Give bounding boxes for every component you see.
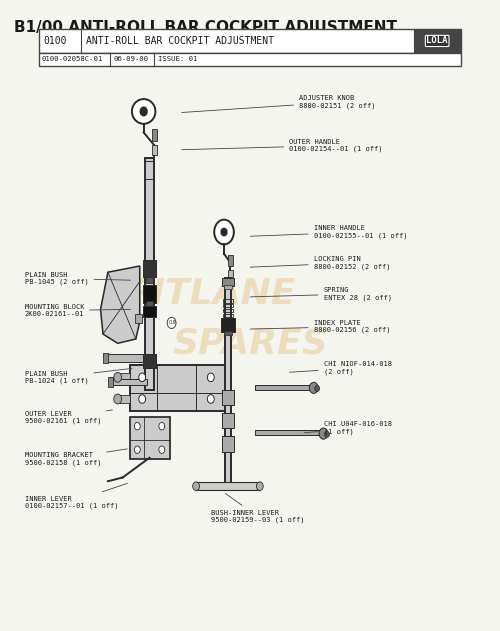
Bar [196, 483, 260, 490]
Bar [145, 158, 154, 390]
Text: INDEX PLATE
8800-02156 (2 off): INDEX PLATE 8800-02156 (2 off) [250, 320, 390, 333]
Text: B1/00 ANTI-ROLL BAR COCKPIT ADJUSTMENT: B1/00 ANTI-ROLL BAR COCKPIT ADJUSTMENT [14, 20, 397, 35]
Bar [228, 269, 233, 277]
Bar [222, 413, 234, 428]
Circle shape [134, 446, 140, 454]
Circle shape [319, 428, 328, 439]
Bar [152, 129, 158, 141]
Text: MOUNTING BLOCK
2K00-02161--01: MOUNTING BLOCK 2K00-02161--01 [24, 304, 130, 317]
Circle shape [159, 446, 164, 454]
Text: ISSUE: 01: ISSUE: 01 [158, 57, 198, 62]
Text: OUTER HANDLE
0100-02154--01 (1 off): OUTER HANDLE 0100-02154--01 (1 off) [182, 139, 382, 152]
Bar [223, 314, 233, 317]
Bar [108, 377, 113, 387]
Text: 0.9: 0.9 [169, 321, 176, 326]
Polygon shape [100, 266, 140, 343]
Bar [146, 301, 154, 306]
Circle shape [214, 220, 234, 244]
Text: SPARES: SPARES [172, 326, 328, 360]
Bar [228, 255, 233, 266]
Text: SPRING
ENTEX 28 (2 off): SPRING ENTEX 28 (2 off) [250, 287, 392, 300]
Text: MOUNTING BRACKET
9500-02158 (1 off): MOUNTING BRACKET 9500-02158 (1 off) [24, 449, 127, 466]
Bar [221, 318, 235, 331]
Circle shape [192, 482, 200, 490]
Bar [223, 304, 233, 307]
Bar [142, 260, 156, 277]
Circle shape [221, 228, 227, 236]
Text: OUTER LEVER
9500-02161 (1 off): OUTER LEVER 9500-02161 (1 off) [24, 410, 112, 424]
Text: BUSH-INNER LEVER
9500-02159--03 (1 off): BUSH-INNER LEVER 9500-02159--03 (1 off) [211, 493, 304, 523]
Circle shape [208, 394, 214, 403]
Text: ANTI-ROLL BAR COCKPIT ADJUSTMENT: ANTI-ROLL BAR COCKPIT ADJUSTMENT [86, 36, 274, 46]
Circle shape [140, 107, 147, 115]
Bar [142, 355, 156, 368]
Circle shape [314, 386, 320, 392]
Bar [106, 354, 147, 362]
Bar [143, 285, 156, 303]
Circle shape [256, 482, 263, 490]
Bar [110, 379, 147, 386]
Bar [222, 436, 234, 452]
Text: LOCKING PIN
8800-02152 (2 off): LOCKING PIN 8800-02152 (2 off) [250, 256, 390, 269]
Circle shape [310, 382, 318, 393]
Circle shape [208, 373, 214, 382]
Bar [414, 29, 461, 52]
Bar [224, 285, 232, 289]
Text: PITLANE: PITLANE [126, 277, 296, 311]
Bar [40, 29, 461, 52]
Bar [143, 305, 156, 317]
Bar [40, 52, 461, 66]
Bar [135, 314, 142, 323]
Bar [255, 385, 314, 391]
Circle shape [167, 317, 176, 329]
Text: INNER HANDLE
0100-02155--01 (1 off): INNER HANDLE 0100-02155--01 (1 off) [250, 225, 407, 239]
Bar [223, 300, 233, 302]
Bar [118, 373, 130, 382]
Ellipse shape [132, 99, 156, 124]
Circle shape [324, 431, 330, 437]
Bar [222, 278, 234, 286]
Text: PLAIN BUSH
PB-1024 (1 off): PLAIN BUSH PB-1024 (1 off) [24, 369, 132, 384]
Bar [130, 417, 170, 459]
Bar [103, 353, 108, 363]
Bar [224, 278, 232, 488]
Bar [223, 319, 233, 322]
Text: CHI U04F-016-018
(1 off): CHI U04F-016-018 (1 off) [304, 422, 392, 435]
Circle shape [114, 372, 122, 382]
Circle shape [159, 423, 164, 430]
Text: PLAIN BUSH
PB-1045 (2 off): PLAIN BUSH PB-1045 (2 off) [24, 272, 130, 285]
Text: CHI NIOF-014-018
(2 off): CHI NIOF-014-018 (2 off) [290, 362, 392, 375]
Text: 0100: 0100 [43, 36, 66, 46]
Bar [222, 390, 234, 405]
Circle shape [139, 373, 145, 382]
Bar [255, 430, 324, 435]
Text: 0100-02058C-01: 0100-02058C-01 [42, 57, 102, 62]
Text: INNER LEVER
0100-02157--01 (1 off): INNER LEVER 0100-02157--01 (1 off) [24, 483, 128, 509]
Text: ADJUSTER KNOB
8800-02151 (2 off): ADJUSTER KNOB 8800-02151 (2 off) [182, 95, 376, 112]
Circle shape [134, 423, 140, 430]
Bar [146, 276, 154, 283]
Circle shape [114, 394, 122, 404]
Circle shape [139, 394, 145, 403]
Bar [224, 331, 232, 334]
Bar [223, 309, 233, 312]
Bar [152, 146, 158, 155]
Text: LOLA: LOLA [426, 37, 448, 45]
Text: 06-09-00: 06-09-00 [114, 57, 149, 62]
Bar [118, 394, 130, 403]
Bar [130, 365, 226, 411]
